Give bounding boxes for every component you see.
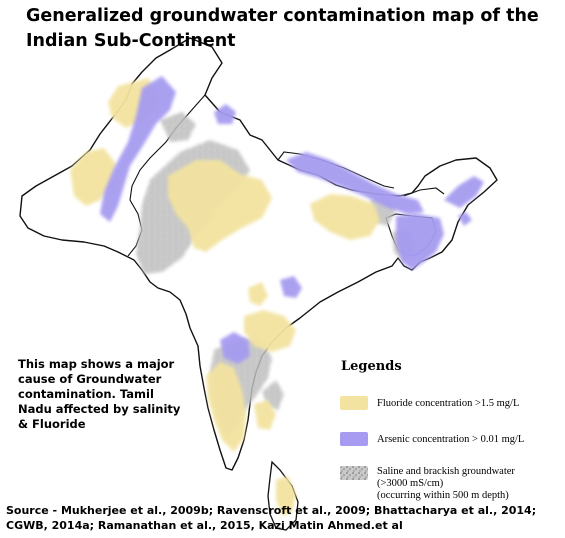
arsenic-swatch — [340, 432, 368, 446]
saline-swatch — [340, 466, 368, 480]
legend-label-fluoride: Fluoride concentration >1.5 mg/L — [377, 398, 520, 409]
arsenic-zones — [100, 76, 484, 364]
legend-label-saline: Saline and brackish groundwater (>3000 m… — [377, 466, 515, 502]
legend-label-saline-line-1: Saline and brackish groundwater — [377, 466, 515, 477]
fluoride-swatch — [340, 396, 368, 410]
legend-heading: Legends — [341, 359, 402, 374]
legend-label-arsenic: Arsenic concentration > 0.01 mg/L — [377, 434, 525, 445]
bhutan-border — [403, 187, 445, 197]
legend-label-saline-line-3: (occurring within 500 m depth) — [377, 490, 509, 501]
legend-label-saline-line-2: (>3000 mS/cm) — [377, 478, 444, 489]
map-note: This map shows a major cause of Groundwa… — [18, 357, 181, 431]
map-title: Generalized groundwater contamination ma… — [26, 6, 539, 51]
source-citation: Source - Mukherjee et al., 2009b; Ravens… — [6, 504, 537, 532]
